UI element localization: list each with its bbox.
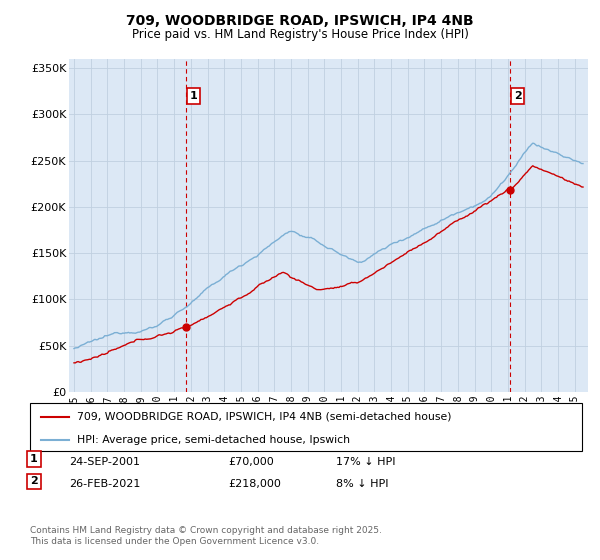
- Text: 709, WOODBRIDGE ROAD, IPSWICH, IP4 4NB: 709, WOODBRIDGE ROAD, IPSWICH, IP4 4NB: [126, 14, 474, 28]
- FancyBboxPatch shape: [30, 403, 582, 451]
- Text: £70,000: £70,000: [228, 457, 274, 467]
- Text: 1: 1: [190, 91, 197, 101]
- Text: 26-FEB-2021: 26-FEB-2021: [69, 479, 140, 489]
- Text: 709, WOODBRIDGE ROAD, IPSWICH, IP4 4NB (semi-detached house): 709, WOODBRIDGE ROAD, IPSWICH, IP4 4NB (…: [77, 412, 451, 422]
- Text: Contains HM Land Registry data © Crown copyright and database right 2025.
This d: Contains HM Land Registry data © Crown c…: [30, 526, 382, 546]
- Text: Price paid vs. HM Land Registry's House Price Index (HPI): Price paid vs. HM Land Registry's House …: [131, 28, 469, 41]
- Text: £218,000: £218,000: [228, 479, 281, 489]
- Text: 2: 2: [30, 477, 38, 487]
- Text: 17% ↓ HPI: 17% ↓ HPI: [336, 457, 395, 467]
- Text: HPI: Average price, semi-detached house, Ipswich: HPI: Average price, semi-detached house,…: [77, 435, 350, 445]
- Text: 8% ↓ HPI: 8% ↓ HPI: [336, 479, 389, 489]
- Text: 2: 2: [514, 91, 521, 101]
- Text: 24-SEP-2001: 24-SEP-2001: [69, 457, 140, 467]
- Text: 1: 1: [30, 454, 38, 464]
